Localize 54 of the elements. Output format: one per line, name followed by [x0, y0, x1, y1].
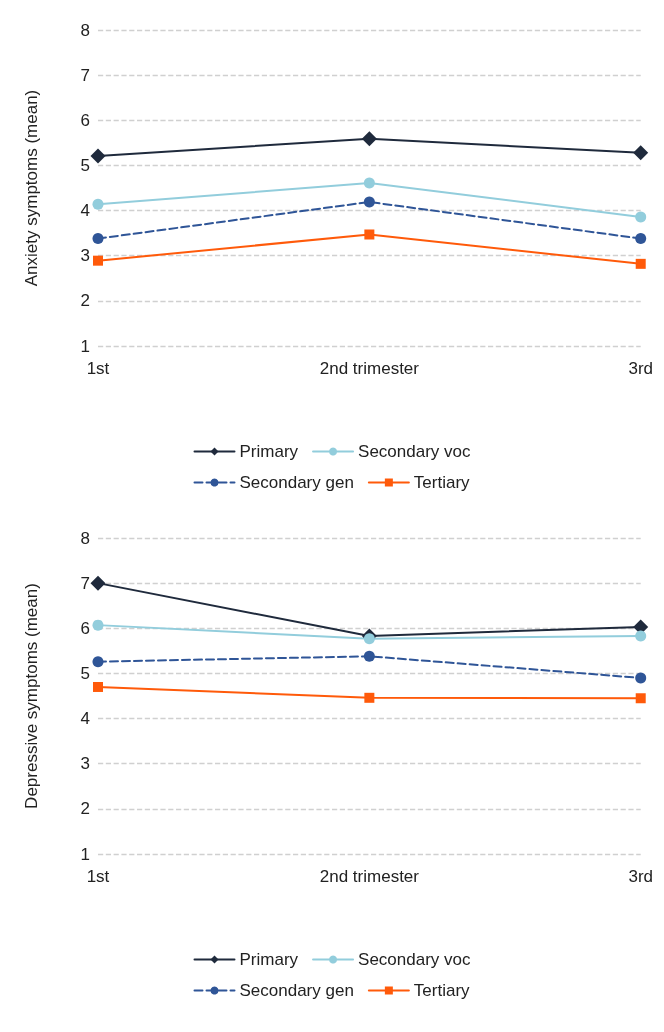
y-tick-label: 8: [80, 528, 90, 548]
y-tick-label: 5: [80, 155, 90, 175]
point: [92, 656, 104, 668]
point: [635, 233, 647, 245]
legend-label: Tertiary: [413, 981, 471, 1000]
x-tick-label: 2nd trimester: [319, 867, 420, 886]
legend-label: Secondary gen: [239, 981, 354, 1000]
point: [92, 619, 104, 631]
legend-label: Secondary voc: [358, 442, 471, 461]
y-tick-label: 6: [80, 110, 90, 130]
x-tick-label: 3rd: [628, 359, 653, 378]
y-tick-label: 3: [80, 754, 90, 774]
y-axis-title: Depressive symptoms (mean): [22, 583, 41, 809]
x-tick-label: 3rd: [628, 867, 653, 886]
point: [92, 233, 104, 245]
point: [635, 693, 646, 704]
point: [635, 211, 647, 223]
legend-label: Secondary gen: [239, 473, 354, 492]
x-tick-label: 1st: [86, 359, 110, 378]
point: [361, 131, 377, 147]
y-axis-title: Anxiety symptoms (mean): [22, 89, 41, 287]
legend-label: Secondary voc: [358, 950, 471, 969]
point: [363, 196, 375, 208]
y-tick-label: 4: [80, 201, 90, 221]
x-tick-label: 2nd trimester: [319, 359, 420, 378]
point: [363, 650, 375, 662]
y-tick-label: 1: [80, 844, 90, 864]
point: [635, 672, 647, 684]
y-tick-label: 7: [80, 573, 90, 593]
y-tick-label: 8: [80, 20, 90, 40]
y-tick-label: 2: [80, 291, 90, 311]
legend-label: Primary: [239, 950, 299, 969]
point: [635, 630, 647, 642]
y-tick-label: 5: [80, 663, 90, 683]
point: [93, 681, 103, 692]
y-tick-label: 4: [80, 709, 90, 729]
point: [635, 258, 646, 269]
point: [364, 229, 375, 240]
point: [93, 255, 103, 266]
x-tick-label: 1st: [86, 867, 110, 886]
point: [90, 575, 106, 591]
point: [633, 145, 649, 161]
point: [364, 692, 375, 703]
legend-label: Primary: [239, 442, 299, 461]
y-tick-label: 1: [80, 336, 90, 356]
y-tick-label: 2: [80, 799, 90, 819]
y-tick-label: 7: [80, 65, 90, 85]
point: [92, 198, 104, 210]
legend-label: Tertiary: [413, 473, 471, 492]
point: [90, 148, 106, 164]
y-tick-label: 6: [80, 618, 90, 638]
point: [363, 633, 375, 645]
y-tick-label: 3: [80, 246, 90, 266]
point: [363, 177, 375, 189]
